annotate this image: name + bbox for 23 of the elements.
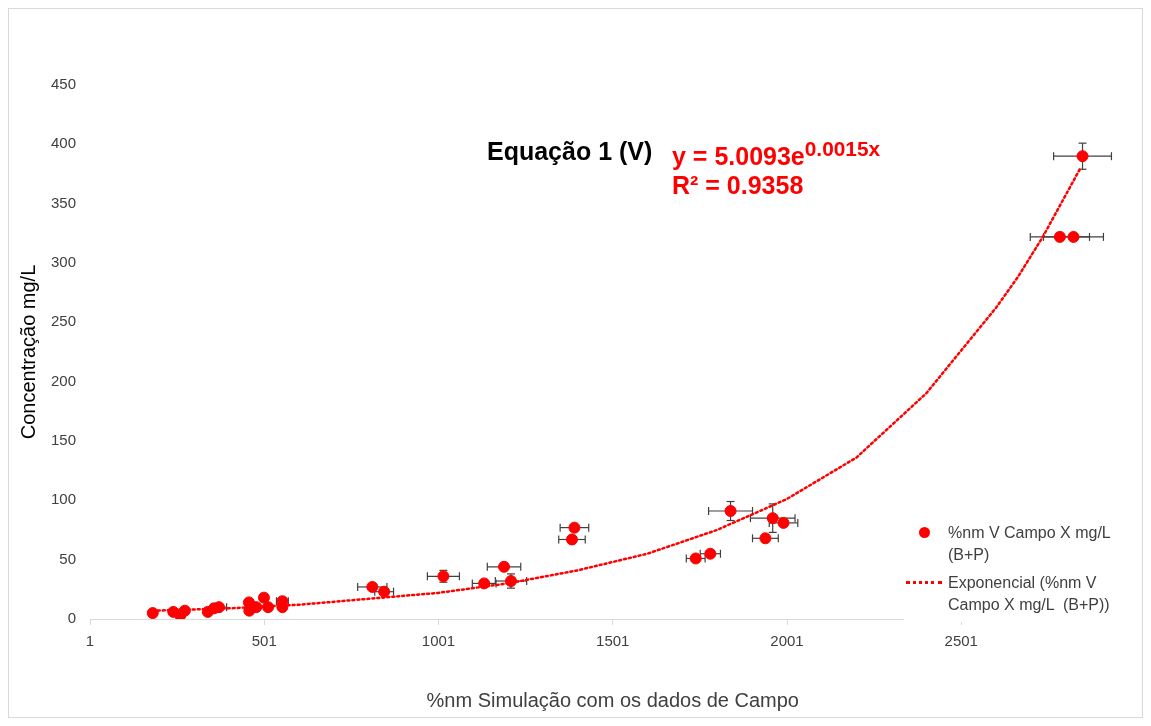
y-tick-label: 350 [51, 193, 77, 211]
x-tick-label: 501 [251, 632, 277, 650]
y-tick-label: 0 [67, 609, 77, 627]
y-tick-label: 300 [51, 253, 77, 271]
annotation: R² = 0.9358 [672, 171, 804, 200]
x-tick-label: 2501 [944, 632, 978, 650]
legend-label: Exponencial (%nm V Campo X mg/L (B+P)) [948, 573, 1111, 615]
y-tick-label: 50 [59, 549, 77, 567]
y-tick-label: 200 [51, 371, 77, 389]
annotation: y = 5.0093e$^{0.0015x}$ [672, 137, 881, 172]
annotation: Equação 1 (V) [487, 137, 653, 166]
y-tick-label: 450 [51, 75, 77, 93]
x-tick-label: 2001 [770, 632, 804, 650]
legend-label: %nm V Campo X mg/L (B+P) [948, 523, 1112, 565]
y-axis-title: Concentração mg/L [16, 264, 39, 440]
y-tick-label: 100 [51, 490, 77, 508]
y-tick-label: 150 [51, 431, 77, 449]
x-tick-label: 1 [85, 632, 95, 650]
y-tick-label: 250 [51, 312, 77, 330]
x-axis-title: %nm Simulação com os dados de Campo [426, 688, 799, 711]
x-tick-label: 1501 [596, 632, 630, 650]
x-tick-label: 1001 [421, 632, 456, 650]
y-tick-label: 400 [51, 134, 77, 152]
